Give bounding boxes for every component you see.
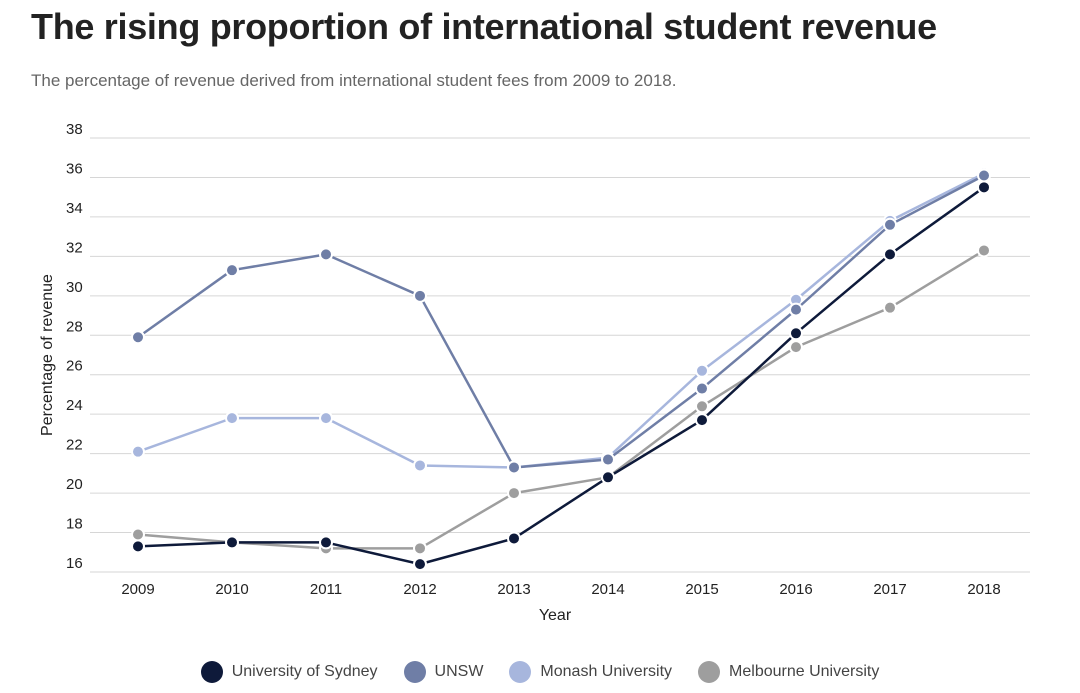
series-university-of-sydney	[131, 180, 991, 572]
data-point[interactable]	[789, 326, 803, 341]
x-tick-label: 2017	[873, 581, 906, 598]
data-point[interactable]	[695, 413, 709, 428]
data-point[interactable]	[789, 302, 803, 317]
data-point[interactable]	[507, 486, 521, 501]
data-point[interactable]	[695, 399, 709, 414]
data-point[interactable]	[225, 535, 239, 550]
data-point[interactable]	[977, 180, 991, 195]
y-tick-label: 28	[66, 318, 83, 335]
x-tick-label: 2013	[497, 581, 530, 598]
y-tick-label: 16	[66, 555, 83, 572]
data-point[interactable]	[131, 444, 145, 459]
chart-title: The rising proportion of international s…	[31, 6, 937, 47]
legend-item[interactable]: University of Sydney	[200, 661, 378, 683]
series-line	[137, 174, 985, 469]
x-tick-label: 2018	[967, 581, 1000, 598]
data-point[interactable]	[413, 458, 427, 473]
y-tick-label: 26	[66, 358, 83, 375]
legend: University of Sydney UNSW Monash Universit…	[0, 661, 1080, 683]
series-line	[137, 186, 985, 566]
x-tick-label: 2012	[403, 581, 436, 598]
data-point[interactable]	[507, 460, 521, 475]
x-tick-label: 2011	[310, 581, 342, 598]
data-point[interactable]	[695, 381, 709, 396]
data-point[interactable]	[695, 363, 709, 378]
series-line	[137, 249, 985, 550]
legend-swatch	[698, 661, 721, 683]
data-point[interactable]	[225, 411, 239, 426]
data-point[interactable]	[131, 539, 145, 554]
series-unsw	[131, 168, 991, 475]
y-tick-label: 24	[66, 397, 83, 414]
data-point[interactable]	[977, 243, 991, 258]
series-group	[131, 166, 991, 572]
y-axis-ticks: 16 18 20 22 24 26 28 30 32 34 36 38	[66, 121, 83, 572]
x-tick-label: 2016	[779, 581, 812, 598]
data-point[interactable]	[413, 541, 427, 556]
data-point[interactable]	[319, 247, 333, 262]
data-point[interactable]	[601, 470, 615, 485]
data-point[interactable]	[977, 168, 991, 183]
data-point[interactable]	[883, 247, 897, 262]
grid-lines	[90, 137, 1030, 573]
data-point[interactable]	[883, 217, 897, 232]
legend-item[interactable]: UNSW	[403, 661, 484, 683]
data-point[interactable]	[319, 411, 333, 426]
data-point[interactable]	[883, 300, 897, 315]
legend-label: Melbourne University	[729, 663, 880, 680]
chart-subtitle: The percentage of revenue derived from i…	[31, 71, 677, 90]
x-tick-label: 2014	[591, 581, 624, 598]
y-tick-label: 22	[66, 437, 83, 454]
y-tick-label: 32	[66, 239, 83, 256]
data-point[interactable]	[319, 535, 333, 550]
y-tick-label: 30	[66, 279, 83, 296]
y-tick-label: 36	[66, 160, 83, 177]
x-axis-ticks: 2009 2010 2011 2012 2013 2014 2015 2016 2017 2018	[121, 581, 1000, 598]
y-tick-label: 18	[66, 516, 83, 533]
legend-label: Monash University	[540, 663, 673, 680]
x-axis-title: Year	[539, 607, 572, 624]
data-point[interactable]	[413, 288, 427, 303]
data-point[interactable]	[131, 527, 145, 542]
data-point[interactable]	[413, 557, 427, 572]
data-point[interactable]	[507, 531, 521, 546]
x-tick-label: 2009	[121, 581, 154, 598]
legend-label: University of Sydney	[231, 663, 378, 680]
legend-swatch	[403, 661, 426, 683]
data-point[interactable]	[131, 330, 145, 345]
legend-label: UNSW	[434, 663, 484, 680]
legend-swatch	[200, 661, 223, 683]
data-point[interactable]	[789, 340, 803, 355]
line-chart: 16 18 20 22 24 26 28 30 32 34 36 38 2009 2010 2011 201…	[39, 121, 1030, 624]
y-axis-title: Percentage of revenue	[39, 274, 56, 436]
y-tick-label: 20	[66, 476, 83, 493]
legend-item[interactable]: Monash University	[509, 661, 672, 683]
legend-swatch	[509, 661, 532, 683]
data-point[interactable]	[225, 263, 239, 278]
y-tick-label: 38	[66, 121, 83, 138]
y-tick-label: 34	[66, 200, 83, 217]
data-point[interactable]	[601, 452, 615, 467]
legend-item[interactable]: Melbourne University	[698, 661, 879, 683]
x-tick-label: 2010	[215, 581, 248, 598]
x-tick-label: 2015	[685, 581, 718, 598]
